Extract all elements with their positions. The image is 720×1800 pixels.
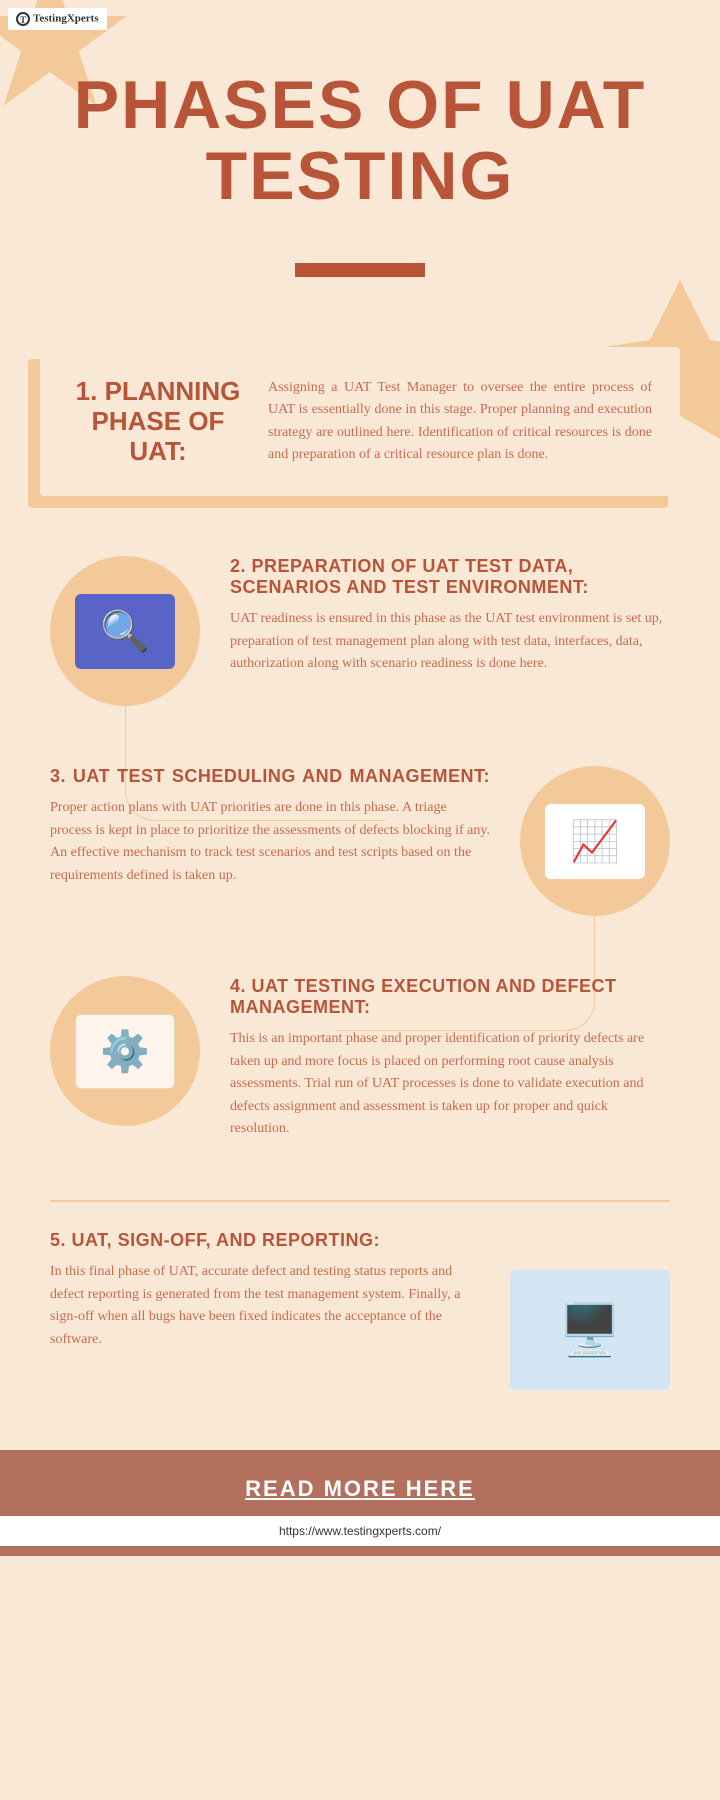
phase-5-icon: 🖥️ (510, 1270, 670, 1390)
phase-5-description: In this final phase of UAT, accurate def… (50, 1261, 485, 1351)
logo-mark: T (16, 12, 30, 26)
phase-2-title: 2. PREPARATION OF UAT TEST DATA, SCENARI… (230, 556, 670, 598)
page-title: PHASES OF UAT TESTING (0, 0, 720, 233)
logo-text: TestingXperts (33, 13, 99, 25)
phase-4-description: This is an important phase and proper id… (230, 1028, 670, 1140)
phase-1-title: 1. PLANNING PHASE OF UAT: (68, 377, 248, 467)
phase-2-description: UAT readiness is ensured in this phase a… (230, 608, 670, 675)
phase-4-icon: ⚙️ (75, 1014, 175, 1089)
phase-4-icon-circle: ⚙️ (50, 976, 200, 1126)
phase-1-description: Assigning a UAT Test Manager to oversee … (268, 377, 652, 467)
phase-3-icon-circle: 📈 (520, 766, 670, 916)
phase-3-row: 📈 3. UAT TEST SCHEDULING AND MANAGEMENT:… (50, 766, 670, 916)
phase-2-row: 🔍 2. PREPARATION OF UAT TEST DATA, SCENA… (50, 556, 670, 706)
phase-4-title: 4. UAT TESTING EXECUTION AND DEFECT MANA… (230, 976, 670, 1018)
footer-url: https://www.testingxperts.com/ (0, 1516, 720, 1546)
phase-5-row: 5. UAT, SIGN-OFF, AND REPORTING: In this… (50, 1200, 670, 1390)
phase-1-card: 1. PLANNING PHASE OF UAT: Assigning a UA… (40, 347, 680, 497)
phase-2-icon-circle: 🔍 (50, 556, 200, 706)
brand-logo: TTestingXperts (8, 8, 107, 30)
read-more-link[interactable]: READ MORE HERE (245, 1476, 475, 1501)
phase-4-row: ⚙️ 4. UAT TESTING EXECUTION AND DEFECT M… (50, 976, 670, 1140)
phase-3-icon: 📈 (545, 804, 645, 879)
phase-3-title: 3. UAT TEST SCHEDULING AND MANAGEMENT: (50, 766, 490, 787)
phase-2-icon: 🔍 (75, 594, 175, 669)
footer: READ MORE HERE https://www.testingxperts… (0, 1450, 720, 1556)
phase-3-description: Proper action plans with UAT priorities … (50, 797, 490, 887)
title-underline (295, 263, 425, 277)
phase-5-title: 5. UAT, SIGN-OFF, AND REPORTING: (50, 1230, 485, 1251)
